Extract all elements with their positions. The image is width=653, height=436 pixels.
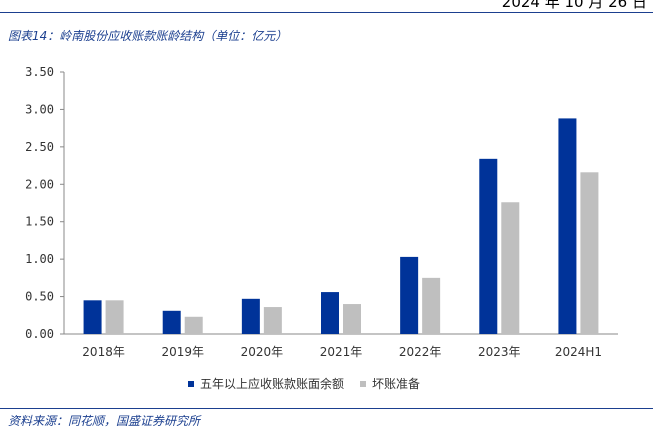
- y-tick-label: 1.50: [25, 215, 54, 229]
- source-note: 资料来源：同花顺，国盛证券研究所: [8, 414, 201, 428]
- bar-series2: [501, 202, 520, 334]
- x-tick-label: 2018年: [82, 345, 125, 359]
- bar-series2: [263, 307, 282, 334]
- y-tick-label: 1.00: [25, 252, 54, 266]
- chart-legend: 五年以上应收账款账面余额 坏账准备: [188, 375, 436, 392]
- y-tick-label: 0.00: [25, 327, 54, 341]
- bar-series1: [162, 310, 181, 334]
- x-tick-label: 2019年: [161, 345, 204, 359]
- bar-series2: [343, 304, 361, 334]
- figure-title: 图表14：岭南股份应收账款账龄结构（单位：亿元）: [8, 29, 288, 43]
- bars-layer: [83, 118, 599, 334]
- x-tick-label: 2023年: [478, 345, 521, 359]
- x-tick-label: 2024H1: [555, 345, 602, 359]
- bar-series1: [241, 298, 260, 334]
- x-tick-label: 2022年: [399, 345, 442, 359]
- axis-layer: [60, 71, 618, 335]
- y-tick-label: 3.00: [25, 102, 54, 116]
- legend-swatch-series2: [360, 380, 367, 387]
- bar-series1: [558, 118, 577, 334]
- x-tick-label: 2020年: [241, 345, 284, 359]
- x-tick-label: 2021年: [320, 345, 363, 359]
- legend-item-series2: 坏账准备: [360, 375, 420, 392]
- bar-series2: [422, 277, 441, 334]
- bar-series2: [184, 316, 203, 334]
- bar-series1: [400, 256, 419, 334]
- top-divider: [0, 12, 653, 13]
- y-tick-label: 0.50: [25, 290, 54, 304]
- bar-series1: [321, 292, 339, 334]
- bar-series1: [479, 158, 498, 334]
- labels-layer: 0.00 0.50 1.00 1.50 2.00 2.50 3.00 3.50 2018年 201…: [25, 65, 602, 359]
- bar-series2: [580, 172, 599, 334]
- y-tick-label: 2.50: [25, 140, 54, 154]
- legend-label-series1: 五年以上应收账款账面余额: [200, 377, 345, 391]
- y-tick-label: 3.50: [25, 65, 54, 79]
- bar-series2: [105, 300, 124, 334]
- bar-series1: [83, 300, 102, 334]
- y-tick-label: 2.00: [25, 177, 54, 191]
- legend-swatch-series1: [188, 380, 194, 387]
- legend-item-series1: 五年以上应收账款账面余额: [188, 375, 344, 392]
- bottom-divider: [0, 408, 653, 409]
- report-date: 2024 年 10 月 26 日: [501, 0, 647, 11]
- legend-label-series2: 坏账准备: [372, 377, 421, 391]
